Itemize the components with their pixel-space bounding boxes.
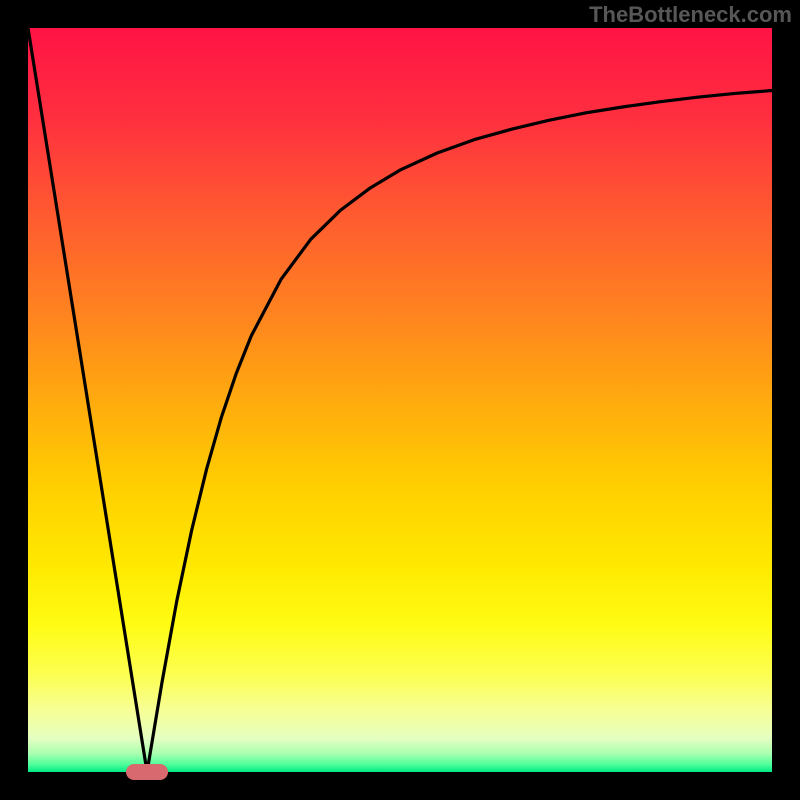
chart-frame: TheBottleneck.com xyxy=(0,0,800,800)
watermark-text: TheBottleneck.com xyxy=(589,2,792,28)
bottleneck-chart xyxy=(0,0,800,800)
gradient-background xyxy=(28,28,772,772)
minimum-marker-pill xyxy=(126,764,168,780)
